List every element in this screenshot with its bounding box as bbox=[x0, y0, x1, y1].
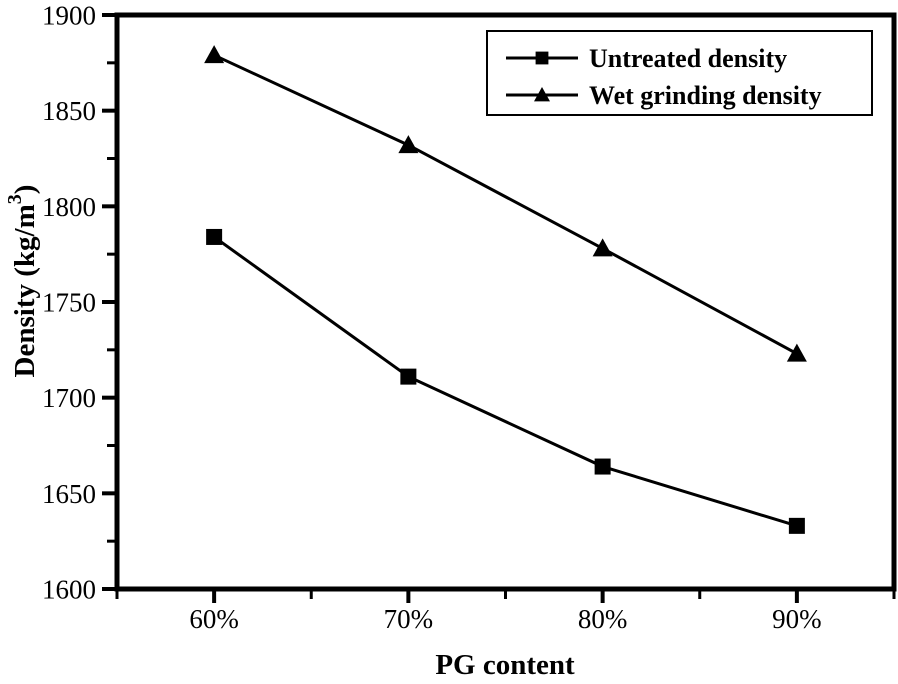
series-line bbox=[213, 53, 798, 355]
legend-label: Untreated density bbox=[589, 44, 787, 73]
y-tick-label: 1850 bbox=[42, 96, 96, 126]
legend-box bbox=[486, 30, 873, 116]
plot-frame bbox=[114, 12, 897, 592]
legend-square-marker-icon bbox=[535, 51, 549, 65]
legend-triangle-marker-icon bbox=[534, 87, 550, 102]
y-axis-ticks: 1600 1650 1700 1750 1800 1850 1900 bbox=[42, 1, 115, 605]
series-line bbox=[213, 235, 798, 528]
triangle-marker-icon bbox=[592, 238, 613, 257]
x-axis-ticks: 60% 70% 80% 90% bbox=[115, 591, 896, 634]
y-tick-label: 1600 bbox=[42, 575, 96, 605]
triangle-marker-icon bbox=[204, 45, 225, 64]
series-group bbox=[204, 45, 807, 534]
square-marker-icon bbox=[400, 368, 417, 385]
square-marker-icon bbox=[206, 228, 223, 245]
legend-item: Untreated density bbox=[506, 44, 787, 73]
legend-item: Wet grinding density bbox=[506, 81, 822, 110]
y-tick-label: 1700 bbox=[42, 383, 96, 413]
legend: Untreated density Wet grinding density bbox=[486, 30, 873, 116]
y-tick-label: 1800 bbox=[42, 192, 96, 222]
series-square bbox=[206, 228, 805, 534]
y-tick-label: 1750 bbox=[42, 288, 96, 318]
y-tick-label: 1900 bbox=[42, 1, 96, 31]
square-marker-icon bbox=[594, 458, 611, 475]
x-axis-title: PG content bbox=[435, 649, 575, 681]
x-tick-label: 80% bbox=[578, 604, 628, 634]
x-tick-label: 60% bbox=[189, 604, 239, 634]
x-tick-label: 90% bbox=[772, 604, 822, 634]
triangle-marker-icon bbox=[398, 135, 419, 154]
y-tick-label: 1650 bbox=[42, 479, 96, 509]
x-tick-label: 70% bbox=[384, 604, 434, 634]
square-marker-icon bbox=[788, 517, 805, 534]
legend-label: Wet grinding density bbox=[589, 81, 822, 110]
triangle-marker-icon bbox=[786, 343, 807, 362]
y-axis-title-text: Density (kg/m3) bbox=[4, 185, 41, 378]
plot-frame-group bbox=[114, 12, 897, 592]
series-triangle bbox=[204, 45, 807, 362]
y-axis-title: Density (kg/m3) bbox=[4, 185, 41, 378]
